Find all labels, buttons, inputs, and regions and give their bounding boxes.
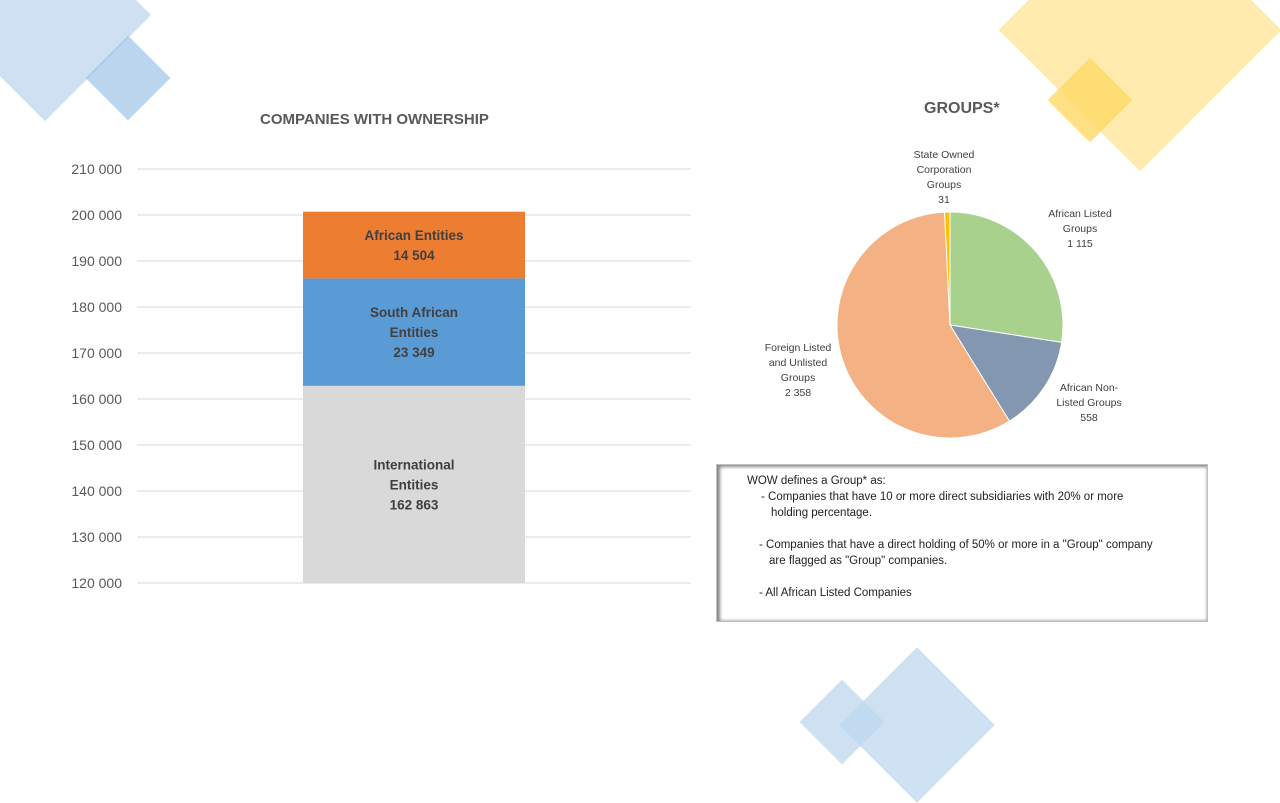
- pie-label: Groups: [781, 372, 815, 384]
- bar-segment: [303, 278, 525, 386]
- charts-canvas: 120 000 130 000 140 000 150 000 160 000 170 0…: [71, 149, 1121, 591]
- pie-slice: [944, 211, 951, 326]
- pie-label: 2 358: [785, 387, 811, 399]
- group-definition-note: WOW defines a Group* as: - Companies tha…: [716, 464, 1208, 622]
- data-label: African Entities: [364, 228, 463, 243]
- note-line: are flagged as "Group" companies.: [769, 555, 948, 567]
- note-line: - Companies that have 10 or more direct …: [761, 491, 1124, 503]
- y-tick-label: 120 000: [71, 575, 122, 591]
- y-tick-label: 190 000: [71, 253, 122, 269]
- pie-slice: [836, 211, 1011, 439]
- y-tick-label: 150 000: [71, 437, 122, 453]
- y-tick-label: 170 000: [71, 345, 122, 361]
- pie-label: 1 115: [1067, 238, 1093, 250]
- pie-label: and Unlisted: [769, 357, 828, 369]
- data-label: Entities: [390, 325, 439, 340]
- note-item: - Companies that have 10 or more direct …: [761, 489, 1207, 521]
- y-tick-label: 140 000: [71, 483, 122, 499]
- pie-chart-title: GROUPS*: [924, 100, 1000, 117]
- y-tick-label: 130 000: [71, 529, 122, 545]
- pie-label: Listed Groups: [1056, 397, 1121, 409]
- pie-slice: [949, 324, 1063, 422]
- data-label: 14 504: [393, 248, 435, 263]
- note-heading: WOW defines a Group* as:: [747, 475, 886, 487]
- bar-segment: [303, 385, 525, 583]
- y-tick-label: 210 000: [71, 161, 122, 177]
- pie-label: Groups: [1063, 223, 1097, 235]
- pie-label: 31: [938, 194, 950, 206]
- pie-label: Foreign Listed: [765, 342, 832, 354]
- pie-label: Corporation: [917, 164, 972, 176]
- bar-segment: [303, 211, 525, 279]
- note-line: - Companies that have a direct holding o…: [759, 539, 1153, 551]
- pie-label: African Listed: [1048, 208, 1112, 220]
- y-tick-label: 180 000: [71, 299, 122, 315]
- note-line: holding percentage.: [771, 507, 873, 519]
- data-label: International: [373, 457, 454, 472]
- note-item: - All African Listed Companies: [759, 585, 1207, 601]
- bar-chart-title: COMPANIES WITH OWNERSHIP: [260, 111, 489, 128]
- data-label: 162 863: [390, 497, 439, 512]
- data-label: Entities: [390, 477, 439, 492]
- pie-label: State Owned: [914, 149, 975, 161]
- data-label: South African: [370, 305, 458, 320]
- data-label: 23 349: [393, 345, 434, 360]
- pie-label: Groups: [927, 179, 961, 191]
- note-item: - Companies that have a direct holding o…: [759, 537, 1207, 569]
- y-tick-label: 200 000: [71, 207, 122, 223]
- pie-slice: [949, 211, 1064, 343]
- pie-label: African Non-: [1060, 382, 1119, 394]
- note-line: - All African Listed Companies: [759, 587, 912, 599]
- y-tick-label: 160 000: [71, 391, 122, 407]
- pie-label: 558: [1080, 412, 1098, 424]
